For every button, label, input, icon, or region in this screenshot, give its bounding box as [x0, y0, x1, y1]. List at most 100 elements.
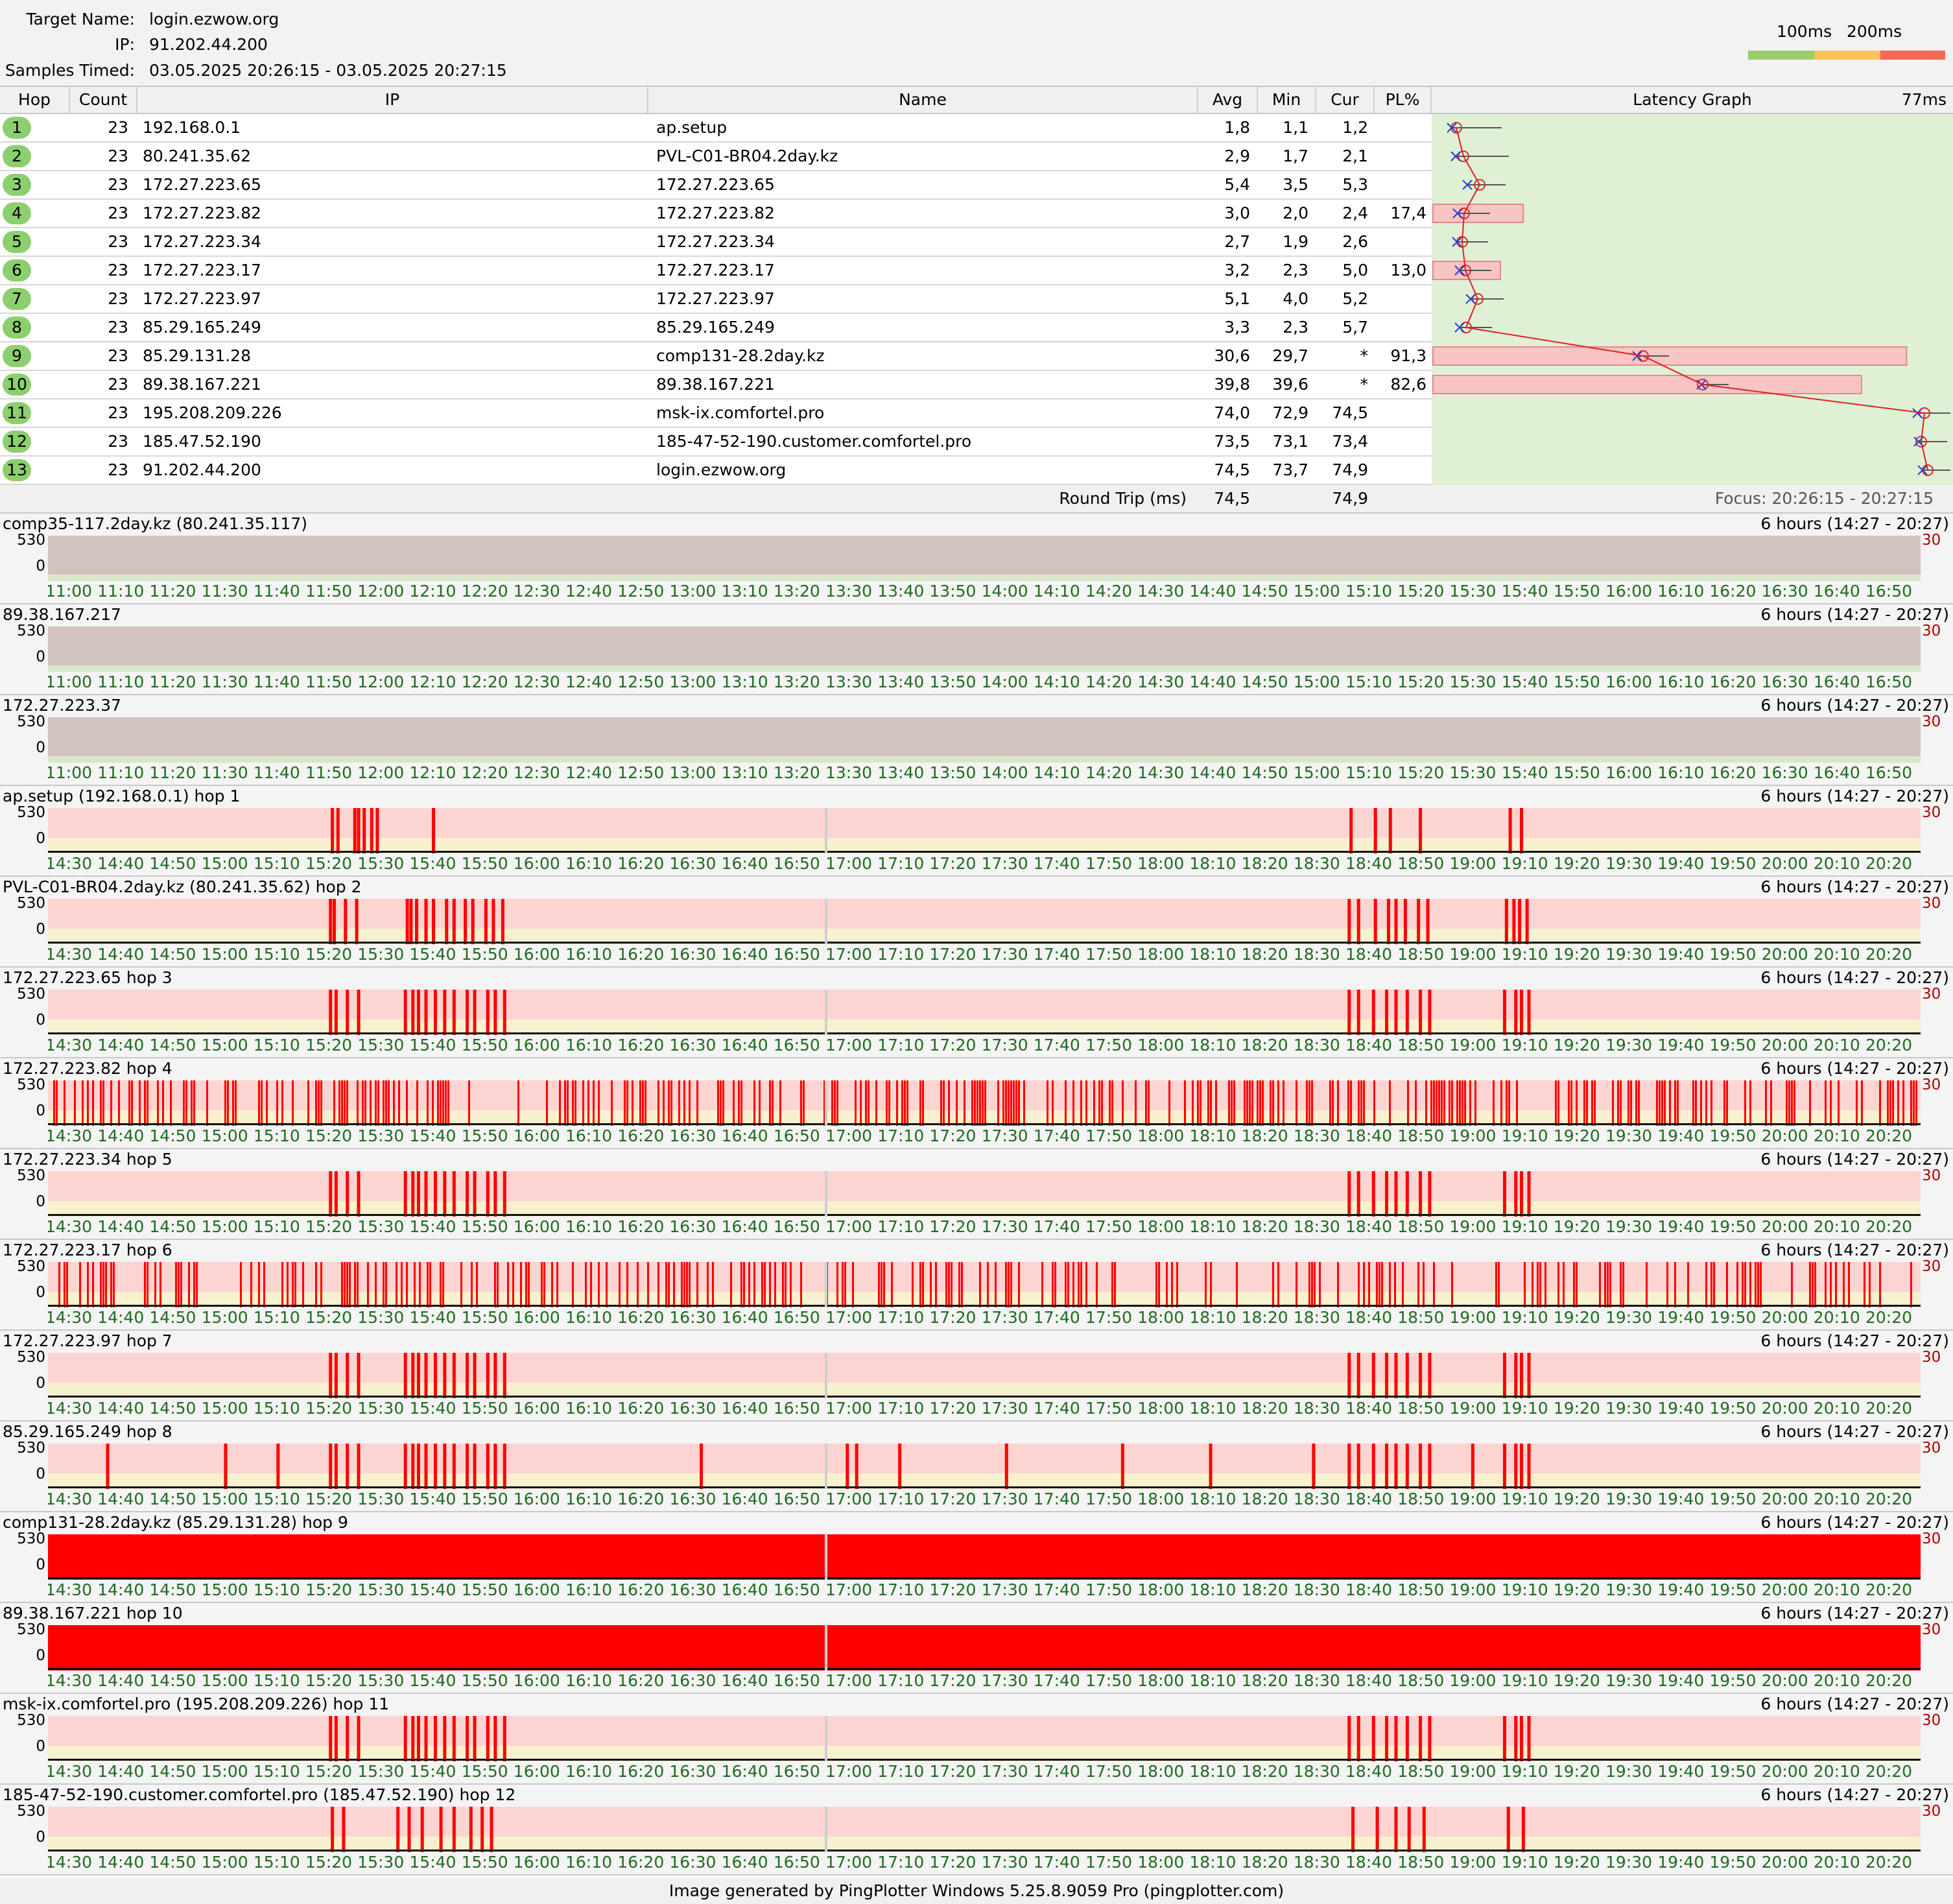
time-tick-label: 19:30 — [1605, 1853, 1653, 1872]
packet-loss-spike — [1394, 1262, 1396, 1307]
timeline-panel[interactable]: 185-47-52-190.customer.comfortel.pro (18… — [0, 1785, 1953, 1875]
hop-name[interactable]: 172.27.223.17 — [656, 261, 775, 280]
hop-ip[interactable]: 85.29.131.28 — [143, 346, 251, 365]
table-row[interactable]: 10 23 89.38.167.221 89.38.167.221 39,8 39,6 * 8… — [0, 371, 1432, 399]
timeline-panel[interactable]: PVL-C01-BR04.2day.kz (80.241.35.62) hop … — [0, 877, 1953, 968]
timeline-range[interactable]: 6 hours (14:27 - 20:27) — [1760, 1059, 1949, 1078]
hop-ip[interactable]: 192.168.0.1 — [143, 118, 241, 137]
timeline-range[interactable]: 6 hours (14:27 - 20:27) — [1760, 787, 1949, 805]
hop-name[interactable]: ap.setup — [656, 118, 728, 137]
timeline-panel[interactable]: comp35-117.2day.kz (80.241.35.117) 6 hour… — [0, 514, 1953, 604]
cur-latency-marker — [1465, 294, 1476, 304]
timeline-panel[interactable]: msk-ix.comfortel.pro (195.208.209.226) h… — [0, 1694, 1953, 1785]
col-count[interactable]: Count — [70, 86, 137, 114]
timeline-range[interactable]: 6 hours (14:27 - 20:27) — [1760, 514, 1949, 533]
timeline-range[interactable]: 6 hours (14:27 - 20:27) — [1760, 877, 1949, 896]
hop-ip[interactable]: 185.47.52.190 — [143, 432, 261, 451]
hop-min: 73,1 — [1272, 432, 1308, 451]
col-avg[interactable]: Avg — [1198, 86, 1258, 114]
col-hop[interactable]: Hop — [0, 86, 70, 114]
hop-ip[interactable]: 172.27.223.82 — [143, 204, 261, 222]
hop-name[interactable]: PVL-C01-BR04.2day.kz — [656, 147, 838, 165]
col-ip[interactable]: IP — [137, 86, 648, 114]
packet-loss-spike — [1093, 1080, 1095, 1126]
timeline-panel[interactable]: 89.38.167.217 6 hours (14:27 - 20:27) 530 0… — [0, 604, 1953, 695]
packet-loss-spike — [1417, 1262, 1419, 1307]
packet-loss-spike — [1210, 1080, 1212, 1126]
table-row[interactable]: 9 23 85.29.131.28 comp131-28.2day.kz 30,6 29,… — [0, 342, 1432, 371]
timeline-panel[interactable]: 172.27.223.37 6 hours (14:27 - 20:27) 530 0… — [0, 695, 1953, 786]
hop-number-badge: 4 — [3, 202, 31, 224]
hop-name[interactable]: comp131-28.2day.kz — [656, 346, 825, 365]
latency-graph-scale: 77ms — [1901, 90, 1947, 109]
col-cur[interactable]: Cur — [1316, 86, 1375, 114]
timeline-range[interactable]: 6 hours (14:27 - 20:27) — [1760, 1331, 1949, 1350]
timeline-panel[interactable]: 89.38.167.221 hop 10 6 hours (14:27 - 20:… — [0, 1603, 1953, 1694]
hop-name[interactable]: 89.38.167.221 — [656, 375, 775, 394]
hop-name[interactable]: login.ezwow.org — [656, 460, 787, 479]
time-tick-label: 14:50 — [149, 1126, 196, 1145]
packet-loss-spike — [1376, 1262, 1378, 1307]
hop-ip[interactable]: 172.27.223.34 — [143, 232, 261, 251]
timeline-range[interactable]: 6 hours (14:27 - 20:27) — [1760, 968, 1949, 987]
hop-name[interactable]: 85.29.165.249 — [656, 318, 775, 337]
hop-name[interactable]: 172.27.223.65 — [656, 175, 775, 194]
hop-ip[interactable]: 85.29.165.249 — [143, 318, 261, 337]
table-row[interactable]: 13 23 91.202.44.200 login.ezwow.org 74,5 73,7… — [0, 457, 1432, 485]
hop-ip[interactable]: 80.241.35.62 — [143, 147, 251, 165]
col-min[interactable]: Min — [1258, 86, 1316, 114]
time-tick-label: 15:30 — [357, 1490, 405, 1508]
table-row[interactable]: 1 23 192.168.0.1 ap.setup 1,8 1,1 1,2 — [0, 114, 1432, 143]
table-row[interactable]: 2 23 80.241.35.62 PVL-C01-BR04.2day.kz 2,9 1,… — [0, 143, 1432, 171]
packet-loss-spike — [183, 1080, 185, 1126]
packet-loss-spike — [493, 1444, 497, 1489]
col-latency-graph[interactable]: Latency Graph 77ms — [1432, 86, 1953, 114]
table-row[interactable]: 8 23 85.29.165.249 85.29.165.249 3,3 2,3 5,7 — [0, 314, 1432, 342]
hop-ip[interactable]: 91.202.44.200 — [143, 460, 261, 479]
hop-ip[interactable]: 172.27.223.97 — [143, 289, 261, 308]
hop-name[interactable]: 172.27.223.34 — [656, 232, 775, 251]
table-row[interactable]: 5 23 172.27.223.34 172.27.223.34 2,7 1,9 2,6 — [0, 228, 1432, 257]
timeline-range[interactable]: 6 hours (14:27 - 20:27) — [1760, 1785, 1949, 1804]
timeline-range[interactable]: 6 hours (14:27 - 20:27) — [1760, 696, 1949, 715]
table-row[interactable]: 3 23 172.27.223.65 172.27.223.65 5,4 3,5 5,3 — [0, 171, 1432, 200]
packet-loss-spike — [1786, 1080, 1788, 1126]
packet-loss-spike — [1360, 1080, 1362, 1126]
hop-ip[interactable]: 195.208.209.226 — [143, 403, 282, 422]
col-name[interactable]: Name — [648, 86, 1198, 114]
packet-loss-spike — [276, 1080, 278, 1126]
timeline-range[interactable]: 6 hours (14:27 - 20:27) — [1760, 1513, 1949, 1532]
hop-ip[interactable]: 89.38.167.221 — [143, 375, 261, 394]
timeline-range[interactable]: 6 hours (14:27 - 20:27) — [1760, 1422, 1949, 1441]
packet-loss-spike — [1356, 1716, 1360, 1761]
timeline-range[interactable]: 6 hours (14:27 - 20:27) — [1760, 1150, 1949, 1169]
hop-name[interactable]: 172.27.223.82 — [656, 204, 775, 222]
table-row[interactable]: 11 23 195.208.209.226 msk-ix.comfortel.pro 7… — [0, 399, 1432, 428]
timeline-range[interactable]: 6 hours (14:27 - 20:27) — [1760, 1241, 1949, 1259]
hop-name[interactable]: 172.27.223.97 — [656, 289, 775, 308]
col-pl[interactable]: PL% — [1375, 86, 1432, 114]
timeline-range[interactable]: 6 hours (14:27 - 20:27) — [1760, 1604, 1949, 1623]
hop-name[interactable]: msk-ix.comfortel.pro — [656, 403, 825, 422]
timeline-range[interactable]: 6 hours (14:27 - 20:27) — [1760, 605, 1949, 624]
table-row[interactable]: 7 23 172.27.223.97 172.27.223.97 5,1 4,0 5,2 — [0, 285, 1432, 314]
table-row[interactable]: 6 23 172.27.223.17 172.27.223.17 3,2 2,3 5,0 13… — [0, 257, 1432, 285]
round-trip-label: Round Trip (ms) — [1059, 489, 1187, 508]
hop-name[interactable]: 185-47-52-190.customer.comfortel.pro — [656, 432, 972, 451]
time-tick-label: 16:20 — [617, 1853, 665, 1872]
timeline-range[interactable]: 6 hours (14:27 - 20:27) — [1760, 1695, 1949, 1713]
table-row[interactable]: 12 23 185.47.52.190 185-47-52-190.customer.… — [0, 428, 1432, 457]
table-row[interactable]: 4 23 172.27.223.82 172.27.223.82 3,0 2,0 2,4 17… — [0, 200, 1432, 228]
time-tick-label: 14:40 — [1189, 763, 1237, 782]
time-tick-label: 14:40 — [97, 1126, 145, 1145]
hop-ip[interactable]: 172.27.223.65 — [143, 175, 261, 194]
hop-ip[interactable]: 172.27.223.17 — [143, 261, 261, 280]
